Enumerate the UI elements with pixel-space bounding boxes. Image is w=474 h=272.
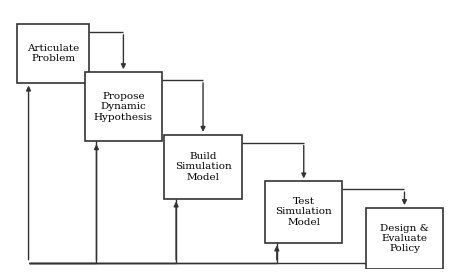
Text: Propose
Dynamic
Hypothesis: Propose Dynamic Hypothesis — [94, 92, 153, 122]
FancyBboxPatch shape — [265, 181, 342, 243]
Text: Build
Simulation
Model: Build Simulation Model — [174, 152, 231, 181]
FancyBboxPatch shape — [85, 72, 162, 141]
FancyBboxPatch shape — [366, 208, 443, 269]
FancyBboxPatch shape — [164, 135, 242, 199]
FancyBboxPatch shape — [17, 24, 90, 83]
Text: Test
Simulation
Model: Test Simulation Model — [275, 197, 332, 227]
Text: Articulate
Problem: Articulate Problem — [27, 44, 79, 63]
Text: Design &
Evaluate
Policy: Design & Evaluate Policy — [380, 224, 429, 254]
